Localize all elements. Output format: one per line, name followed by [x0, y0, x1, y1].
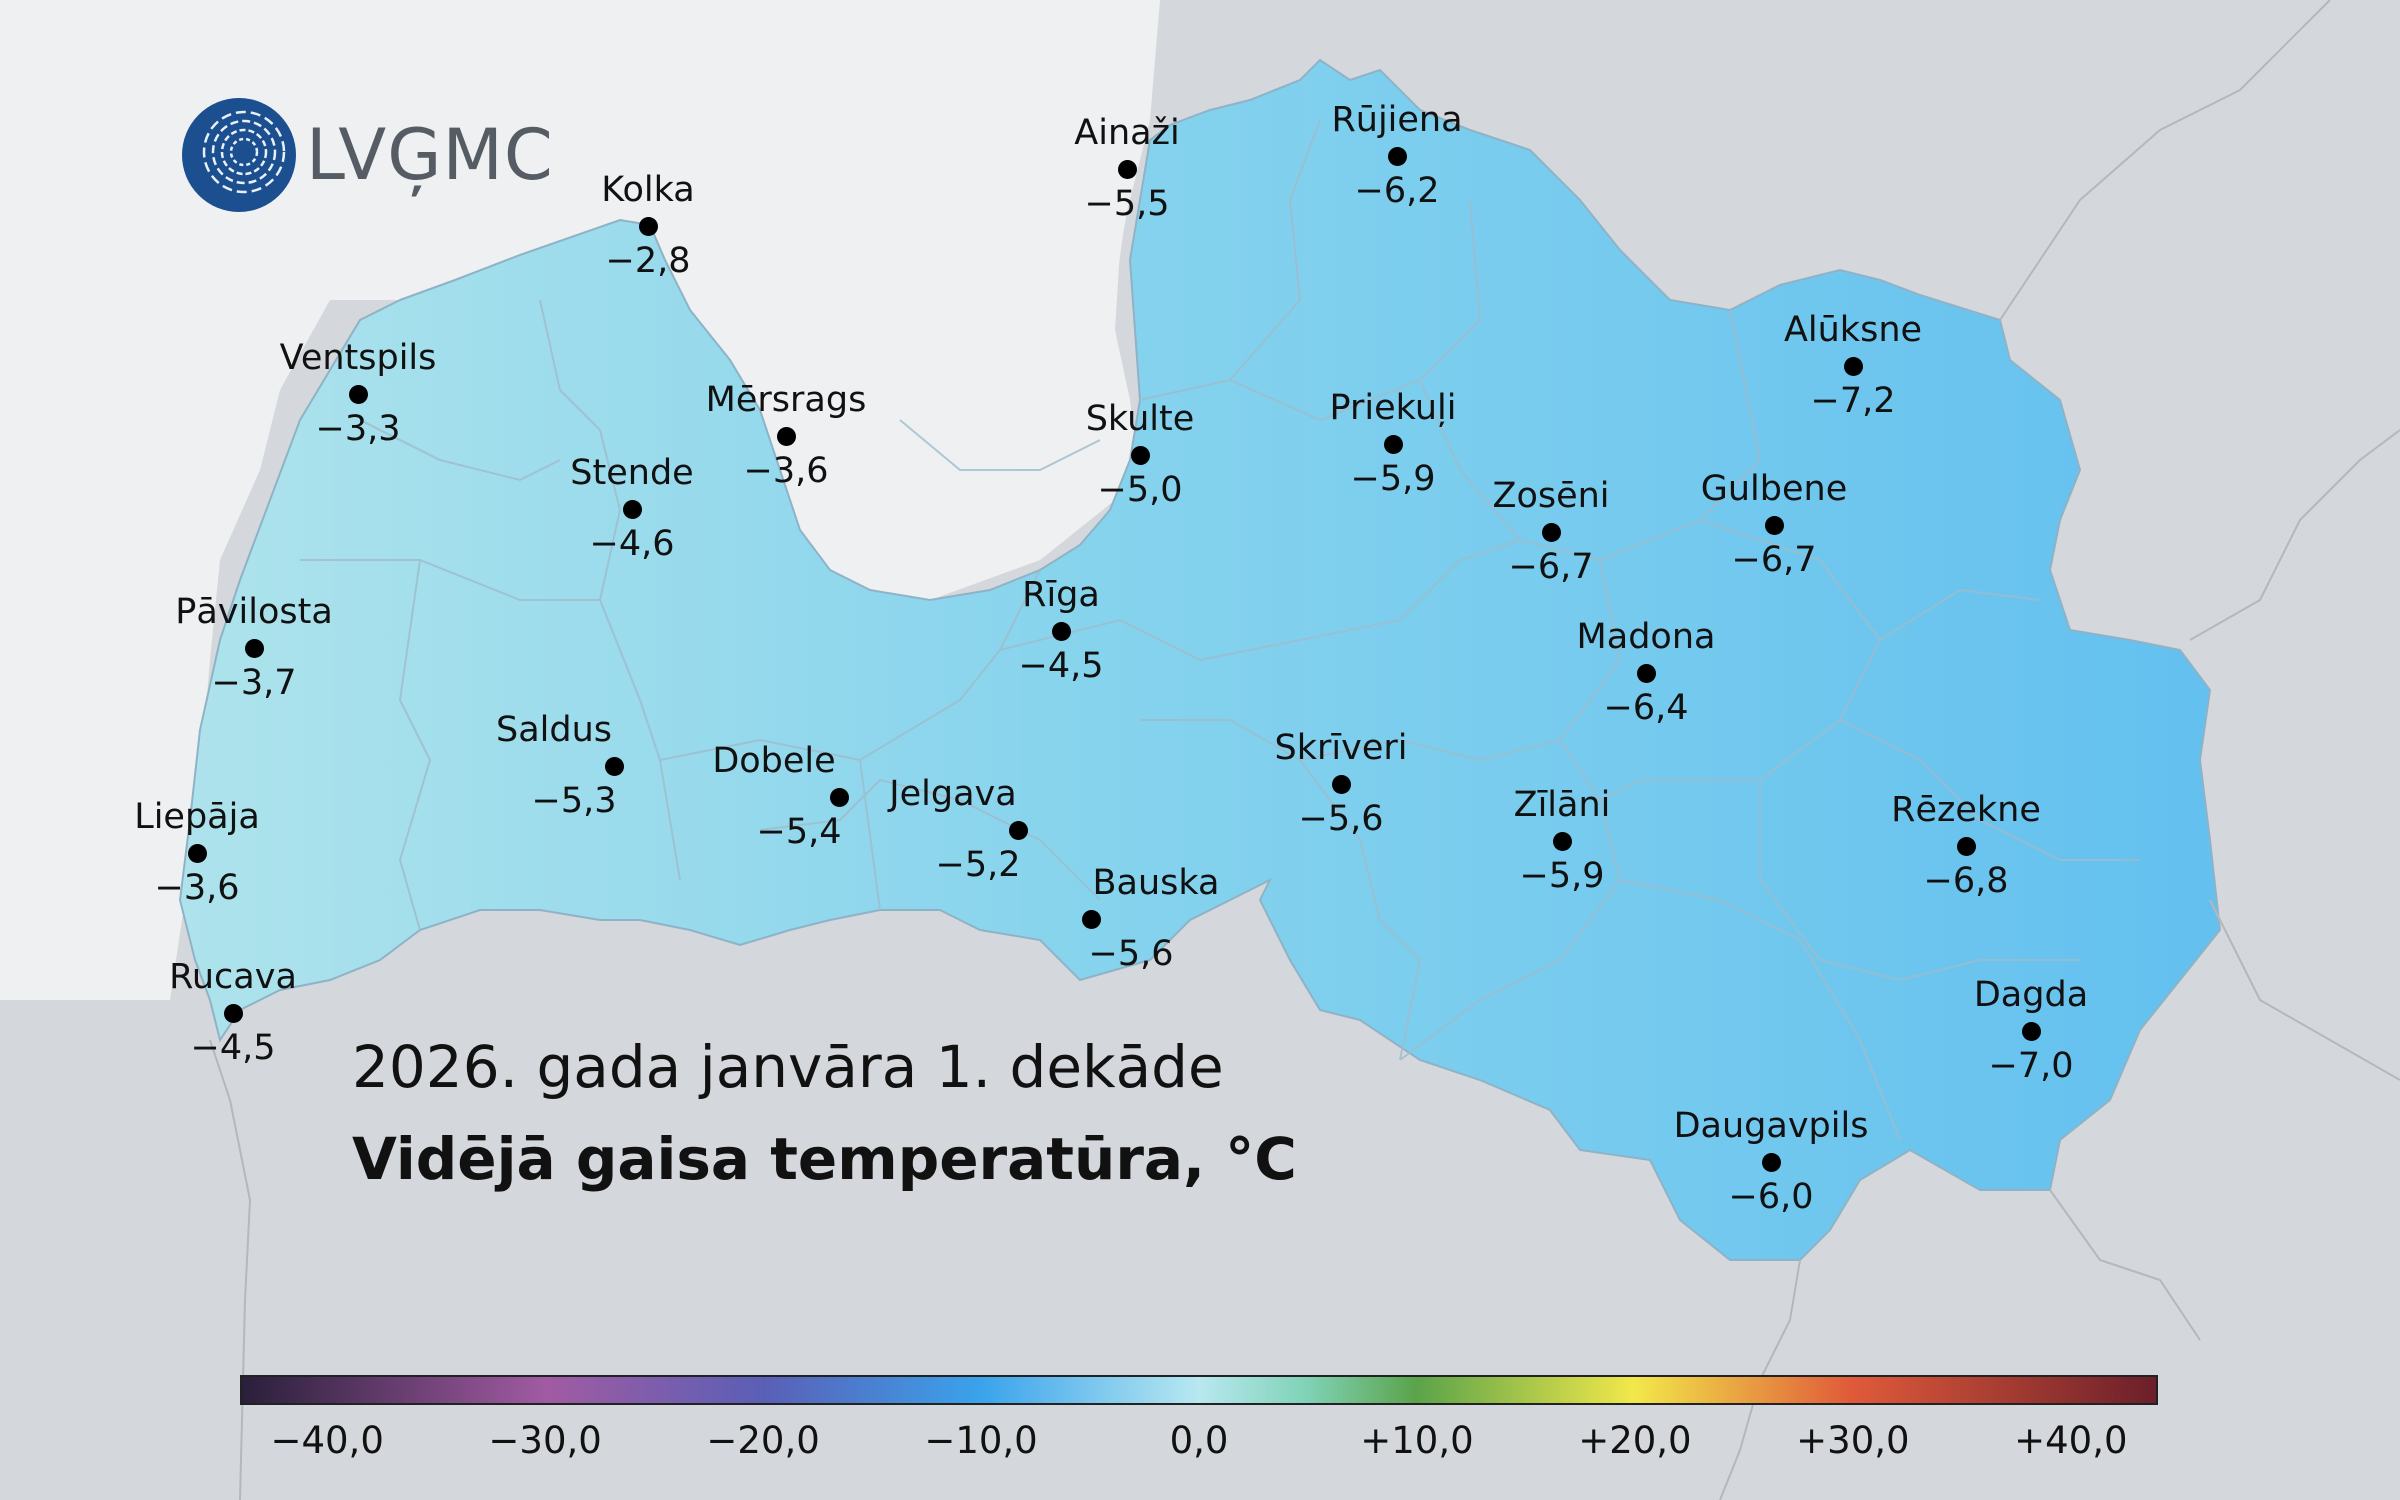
station-marker: [830, 788, 849, 807]
station-temperature: −5,2: [935, 845, 1021, 885]
station-marker: [777, 427, 796, 446]
station-name: Rēzekne: [1891, 790, 2041, 830]
station-temperature: −5,5: [1084, 184, 1170, 224]
station-name: Alūksne: [1783, 310, 1923, 350]
station-marker: [1553, 832, 1572, 851]
station-marker: [1637, 664, 1656, 683]
lvgmc-logo-text: LVĢMC: [306, 114, 554, 196]
station-marker: [1384, 435, 1403, 454]
colorbar-tick-label: +40,0: [2014, 1419, 2128, 1462]
station-name: Saldus: [495, 710, 613, 750]
station-name: Bauska: [1092, 863, 1220, 903]
station-marker: [224, 1004, 243, 1023]
station-temperature: −3,6: [743, 451, 829, 491]
baltic-sea: [0, 0, 1160, 1000]
colorbar-tick-label: 0,0: [1169, 1419, 1229, 1462]
station-marker: [1052, 622, 1071, 641]
station-temperature: −2,8: [605, 241, 691, 281]
station-name: Kolka: [601, 170, 695, 210]
station-name: Priekuļi: [1329, 388, 1457, 428]
station-temperature: −5,6: [1088, 934, 1174, 974]
station-temperature: −6,4: [1603, 688, 1689, 728]
station-marker: [1131, 446, 1150, 465]
station-temperature: −5,9: [1519, 856, 1605, 896]
station-marker: [1388, 147, 1407, 166]
station-temperature: −5,6: [1298, 799, 1384, 839]
station-marker: [1765, 516, 1784, 535]
colorbar-tick-label: +20,0: [1578, 1419, 1692, 1462]
station-marker: [623, 500, 642, 519]
station-temperature: −3,3: [315, 409, 401, 449]
station-name: Liepāja: [134, 797, 260, 837]
station-marker: [1009, 821, 1028, 840]
station-marker: [1332, 775, 1351, 794]
station-temperature: −5,0: [1097, 470, 1183, 510]
station-name: Ainaži: [1074, 113, 1180, 153]
lvgmc-logo: LVĢMC: [180, 96, 554, 214]
map-subtitle: 2026. gada janvāra 1. dekāde: [352, 1033, 1224, 1101]
station-name: Dobele: [712, 741, 836, 781]
station-temperature: −7,2: [1810, 381, 1896, 421]
station-name: Skulte: [1085, 399, 1195, 439]
station-temperature: −3,7: [211, 663, 297, 703]
station-name: Madona: [1576, 617, 1716, 657]
station-name: Daugavpils: [1673, 1106, 1869, 1146]
lvgmc-logo-icon: [182, 98, 296, 212]
station-name: Dagda: [1973, 975, 2089, 1015]
station-temperature: −7,0: [1988, 1046, 2074, 1086]
station-name: Stende: [570, 453, 694, 493]
map-title: Vidējā gaisa temperatūra, °C: [352, 1125, 1297, 1193]
station-marker: [188, 844, 207, 863]
colorbar-tick-label: −30,0: [488, 1419, 602, 1462]
station-marker: [349, 385, 368, 404]
station-temperature: −5,3: [531, 781, 617, 821]
station-temperature: −6,7: [1508, 547, 1594, 587]
station-marker: [1762, 1153, 1781, 1172]
colorbar-tick-label: +30,0: [1796, 1419, 1910, 1462]
station-name: Jelgava: [889, 774, 1017, 814]
station-marker: [1844, 357, 1863, 376]
station-name: Mērsrags: [705, 380, 867, 420]
station-name: Rīga: [1022, 575, 1100, 615]
station-marker: [245, 639, 264, 658]
station-temperature: −4,5: [190, 1028, 276, 1068]
colorbar-tick-label: −10,0: [924, 1419, 1038, 1462]
station-temperature: −4,5: [1018, 646, 1104, 686]
station-marker: [2022, 1022, 2041, 1041]
station-temperature: −6,0: [1728, 1177, 1814, 1217]
station-name: Rūjiena: [1331, 100, 1463, 140]
station-marker: [605, 757, 624, 776]
station-temperature: −3,6: [154, 868, 240, 908]
station-name: Rucava: [169, 957, 297, 997]
station-name: Zīlāni: [1513, 785, 1611, 825]
colorbar-tick-label: −20,0: [706, 1419, 820, 1462]
station-temperature: −5,4: [756, 812, 842, 852]
station-name: Pāvilosta: [175, 592, 333, 632]
district-borders: [300, 119, 2140, 1141]
station-temperature: −6,8: [1923, 861, 2009, 901]
station-marker: [1118, 160, 1137, 179]
station-marker: [1082, 910, 1101, 929]
colorbar-tick-label: −40,0: [270, 1419, 384, 1462]
station-marker: [1957, 837, 1976, 856]
station-temperature: −6,7: [1731, 540, 1817, 580]
station-marker: [1542, 523, 1561, 542]
station-marker: [639, 217, 658, 236]
station-name: Zosēni: [1492, 476, 1610, 516]
station-temperature: −4,6: [589, 524, 675, 564]
station-temperature: −6,2: [1354, 171, 1440, 211]
colorbar-tick-label: +10,0: [1360, 1419, 1474, 1462]
temperature-colorbar: [240, 1375, 2158, 1405]
station-name: Gulbene: [1700, 469, 1848, 509]
station-temperature: −5,9: [1350, 459, 1436, 499]
station-name: Skrīveri: [1274, 728, 1408, 768]
station-name: Ventspils: [279, 338, 437, 378]
